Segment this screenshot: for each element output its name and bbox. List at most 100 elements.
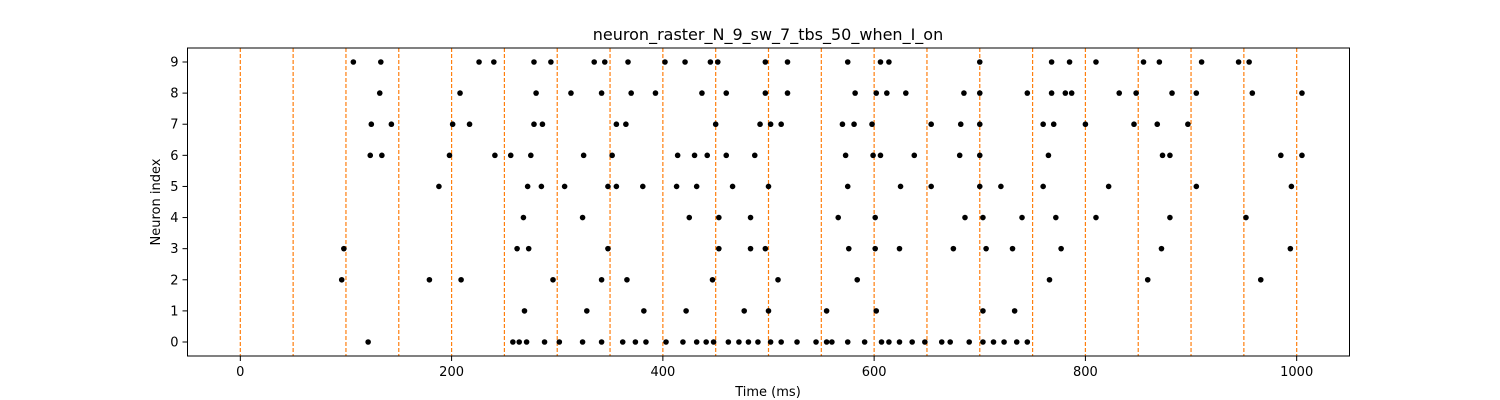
spike-point xyxy=(365,339,371,345)
spike-point xyxy=(541,339,548,345)
spike-point xyxy=(1156,59,1163,65)
spike-point xyxy=(1011,308,1018,314)
spike-point xyxy=(1235,59,1242,65)
spike-point xyxy=(873,308,880,314)
spike-point xyxy=(736,339,742,345)
spike-point xyxy=(579,339,586,345)
spike-point xyxy=(531,59,537,65)
spike-point xyxy=(877,152,884,159)
spike-point xyxy=(1093,59,1099,65)
spike-point xyxy=(884,90,890,96)
spike-point xyxy=(762,59,769,65)
x-axis-title: Time (ms) xyxy=(734,385,801,400)
spike-point xyxy=(507,152,514,159)
spike-point xyxy=(1009,245,1016,252)
spike-point xyxy=(580,152,587,159)
spike-point xyxy=(691,152,698,159)
spike-point xyxy=(911,152,918,159)
spike-point xyxy=(873,90,880,96)
spike-point xyxy=(976,121,983,128)
spike-point xyxy=(1169,90,1175,96)
spike-point xyxy=(716,245,722,252)
spike-point xyxy=(476,59,482,65)
spike-point xyxy=(775,276,781,283)
spike-point xyxy=(1053,214,1059,221)
spike-point xyxy=(990,339,997,345)
x-tick-label: 600 xyxy=(862,365,887,380)
spike-point xyxy=(794,339,800,345)
spike-point xyxy=(492,152,498,159)
spike-point xyxy=(1131,121,1137,128)
spike-point xyxy=(1050,121,1057,128)
spike-point xyxy=(673,183,680,190)
spike-point xyxy=(745,339,752,345)
spike-point xyxy=(683,308,689,314)
spike-point xyxy=(639,183,646,190)
spike-point xyxy=(538,183,545,190)
spike-point xyxy=(707,59,714,65)
x-tick-label: 400 xyxy=(650,365,675,380)
spike-point xyxy=(598,276,605,283)
spike-point xyxy=(1105,183,1112,190)
spike-point xyxy=(823,339,830,345)
y-tick-label: 2 xyxy=(170,273,178,288)
spike-point xyxy=(1287,245,1294,252)
spike-point xyxy=(693,183,700,190)
spike-point xyxy=(767,339,774,345)
spike-point xyxy=(1019,214,1025,221)
spike-point xyxy=(829,339,835,345)
spike-point xyxy=(605,245,611,252)
spike-point xyxy=(625,59,631,65)
spike-point xyxy=(842,152,849,159)
spike-point xyxy=(896,245,903,252)
spike-point xyxy=(852,90,858,96)
spike-point xyxy=(591,59,597,65)
spike-point xyxy=(976,152,983,159)
spike-point xyxy=(1001,339,1007,345)
spike-point xyxy=(641,308,647,314)
spike-point xyxy=(922,339,928,345)
spike-point xyxy=(877,59,884,65)
spike-point xyxy=(709,276,716,283)
spike-point xyxy=(379,152,385,159)
spike-point xyxy=(723,90,730,96)
y-tick-label: 7 xyxy=(170,118,178,133)
y-axis-ticks: 0 1 2 3 4 5 6 7 8 9 xyxy=(170,56,188,351)
spike-point xyxy=(682,59,688,65)
spike-point xyxy=(1193,183,1200,190)
chart-title: neuron_raster_N_9_sw_7_tbs_50_when_I_on xyxy=(593,25,943,45)
spike-point xyxy=(350,59,357,65)
spike-point xyxy=(854,276,861,283)
spike-point xyxy=(956,152,963,159)
spike-point xyxy=(367,152,374,159)
spike-point xyxy=(886,339,892,345)
spike-point xyxy=(897,183,904,190)
spike-point xyxy=(613,121,620,128)
y-tick-label: 6 xyxy=(170,149,178,164)
spike-point xyxy=(539,121,546,128)
x-tick-label: 0 xyxy=(236,365,244,380)
x-tick-label: 200 xyxy=(439,365,464,380)
spike-point xyxy=(998,183,1004,190)
spike-point xyxy=(896,339,903,345)
y-tick-label: 3 xyxy=(170,242,178,257)
y-tick-label: 5 xyxy=(170,180,178,195)
spike-point xyxy=(784,59,791,65)
plot-area-frame xyxy=(187,47,1350,357)
spike-point xyxy=(598,339,605,345)
spike-point xyxy=(446,152,453,159)
spike-point xyxy=(1058,245,1064,252)
spike-point xyxy=(598,90,605,96)
spike-point xyxy=(765,183,772,190)
spike-point xyxy=(1158,245,1165,252)
spike-point xyxy=(449,121,456,128)
spike-point xyxy=(584,308,590,314)
spike-point xyxy=(835,214,842,221)
spike-point xyxy=(729,183,736,190)
spike-point xyxy=(605,183,611,190)
spike-point xyxy=(1040,121,1046,128)
spike-point xyxy=(632,339,639,345)
spike-point xyxy=(767,121,774,128)
spike-point xyxy=(528,152,534,159)
